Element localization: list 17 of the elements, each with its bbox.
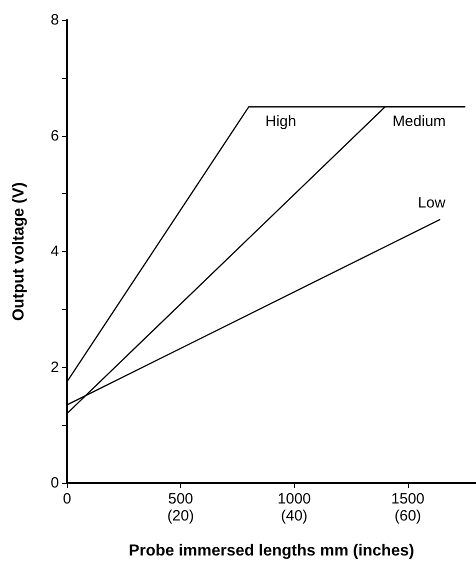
x2-tick-label: (20) xyxy=(167,508,194,524)
x-tick-label: 0 xyxy=(62,490,72,508)
x-tick-label: 500 xyxy=(168,490,194,508)
series-label: Medium xyxy=(392,112,446,130)
y-axis-title: Output voltage (V) xyxy=(10,182,28,321)
y-tick-label: 4 xyxy=(50,243,59,260)
x2-tick-label: (60) xyxy=(394,508,422,524)
series-label: High xyxy=(265,112,296,130)
y-tick-label: 8 xyxy=(50,12,59,28)
x-axis-title: Probe immersed lengths mm (inches) xyxy=(128,542,414,560)
y-tick-label: 2 xyxy=(50,358,59,376)
y-tick-label: 0 xyxy=(50,474,59,492)
series-label: Low xyxy=(418,194,446,212)
y-tick-label: 6 xyxy=(50,127,59,144)
x-tick-label: 1000 xyxy=(278,490,311,508)
x2-tick-label: (40) xyxy=(280,508,308,524)
x-tick-label: 1500 xyxy=(391,490,425,508)
